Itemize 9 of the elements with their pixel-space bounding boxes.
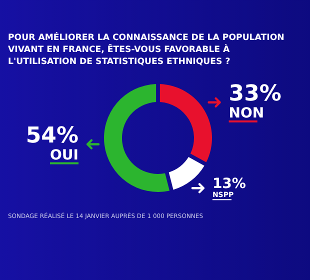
donut-slice: [104, 84, 170, 192]
slice-label: NON: [228, 105, 264, 122]
slice-label: OUI: [50, 147, 79, 164]
data-label: 54%: [26, 123, 79, 148]
data-label: 33%: [228, 81, 282, 106]
data-label: 13%: [212, 176, 246, 192]
donut-slice: [160, 84, 212, 162]
donut-slice: [168, 157, 204, 190]
chart-title: POUR AMÉLIORER LA CONNAISSANCE DE LA POPULATION VIVANT EN FRANCE, ÊTES-VOUS FAVORABLE À L'UTILISATION DE STATISTIQUES ETHNIQUES ?: [8, 32, 284, 67]
